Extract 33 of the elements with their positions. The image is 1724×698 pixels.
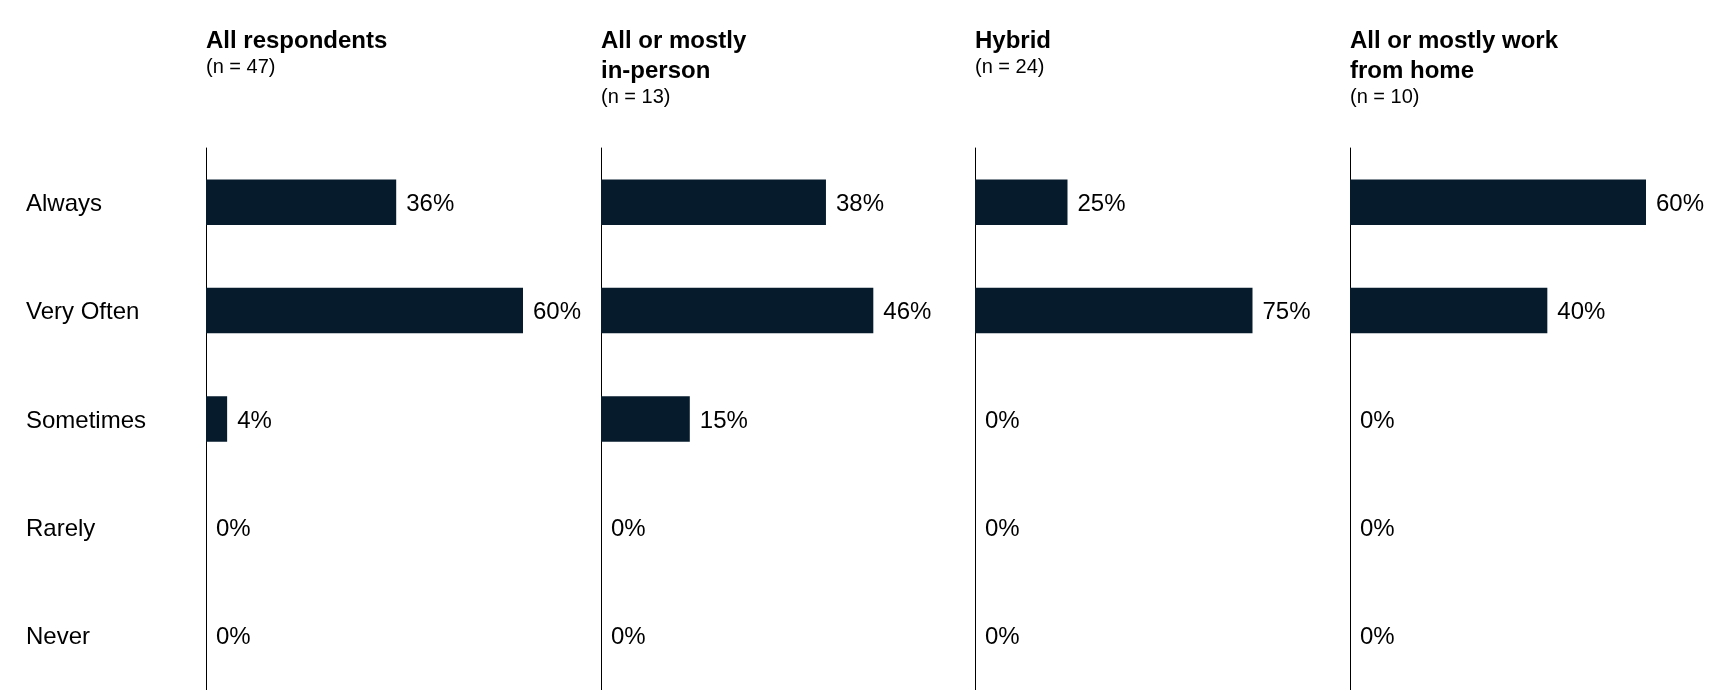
data-label: 0% [1359, 405, 1395, 433]
y-tick-label: Never [26, 622, 91, 650]
data-label: 38% [835, 188, 885, 216]
data-label: 0% [1359, 513, 1395, 541]
data-label: 0% [985, 513, 1021, 541]
chart-subtitle: (n = 24) [975, 55, 1045, 77]
data-label: 36% [406, 188, 455, 216]
chart-title: All respondents [206, 25, 388, 53]
chart-title: All or mostly in-person [601, 25, 754, 83]
data-label: 0% [985, 622, 1021, 650]
data-label: 75% [1262, 297, 1311, 325]
data-label: 60% [533, 297, 582, 325]
chart-subtitle: (n = 47) [206, 55, 276, 77]
data-label: 4% [237, 405, 272, 433]
data-label: 60% [1655, 188, 1704, 216]
chart-title: Hybrid [975, 25, 1052, 53]
y-tick-label: Always [26, 188, 103, 216]
chart-title: All or mostly work from home [1349, 25, 1565, 83]
chart-subtitle: (n = 13) [601, 85, 671, 107]
data-label: 0% [216, 622, 251, 650]
data-label: 25% [1077, 188, 1126, 216]
data-label: 0% [611, 622, 646, 650]
y-tick-label: Very Often [26, 297, 140, 325]
y-tick-label: Sometimes [26, 405, 147, 433]
data-label: 15% [699, 405, 748, 433]
data-label: 46% [883, 297, 932, 325]
y-tick-label: Rarely [26, 513, 96, 541]
chart-subtitle: (n = 10) [1349, 85, 1420, 107]
data-label: 0% [216, 513, 251, 541]
data-label: 0% [1359, 622, 1395, 650]
data-label: 0% [985, 405, 1021, 433]
data-label: 40% [1556, 297, 1606, 325]
data-label: 0% [611, 513, 646, 541]
